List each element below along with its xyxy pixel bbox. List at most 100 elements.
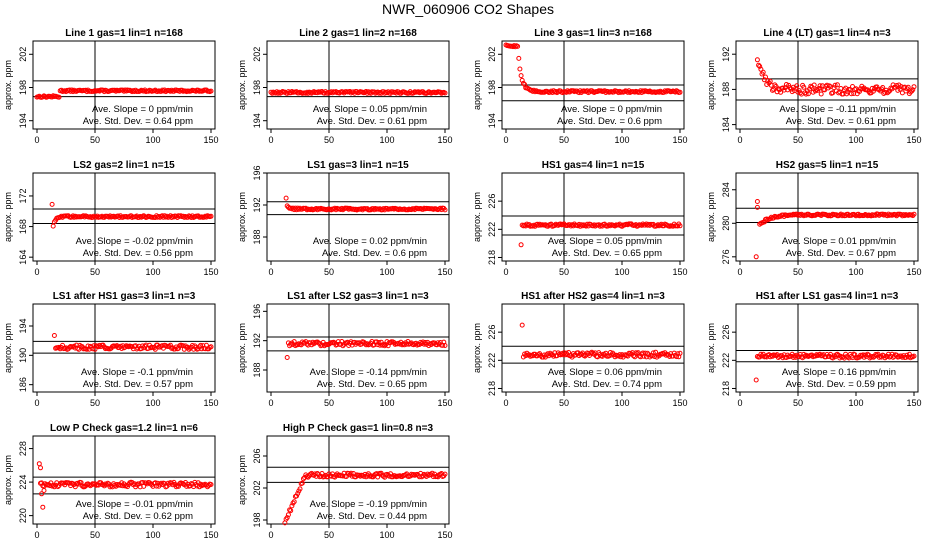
y-axis-label: approx. ppm [472, 60, 482, 110]
data-point [850, 84, 855, 89]
data-point [587, 353, 592, 358]
panel: HS1 after LS1 gas=4 lin=1 n=3 0 50 100 150 21… [706, 291, 922, 408]
data-point [674, 354, 679, 360]
x-tick-label: 150 [672, 398, 687, 408]
data-point [603, 350, 609, 356]
y-tick-label: 206 [252, 448, 262, 463]
slope-annotation: Ave. Slope = -0.02 ppm/min [76, 236, 193, 247]
y-axis-label: approx. ppm [706, 323, 716, 373]
y-tick-label: 226 [487, 194, 497, 209]
data-point [811, 82, 817, 88]
data-point [765, 78, 771, 83]
data-point [758, 66, 764, 72]
data-point [655, 222, 661, 228]
x-tick-label: 150 [437, 267, 452, 277]
y-tick-label: 218 [487, 381, 497, 396]
data-point [848, 212, 854, 218]
panel: LS1 after LS2 gas=3 lin=1 n=3 0 50 100 150 18… [237, 291, 453, 408]
x-tick-label: 150 [203, 135, 218, 145]
data-point [771, 86, 777, 92]
y-tick-label: 194 [487, 113, 497, 128]
data-point [442, 471, 448, 477]
panel-title: Line 4 (LT) gas=1 lin=4 n=3 [763, 28, 891, 39]
data-point [176, 345, 181, 351]
std-dev-annotation: Ave. Std. Dev. = 0.6 ppm [557, 116, 662, 127]
data-point [911, 84, 917, 90]
y-axis-label: approx. ppm [237, 60, 247, 110]
x-tick-label: 0 [737, 135, 742, 145]
y-tick-label: 284 [721, 182, 731, 197]
panel-title: LS1 gas=3 lin=1 n=15 [307, 160, 409, 171]
slope-annotation: Ave. Slope = -0.14 ppm/min [310, 367, 427, 378]
data-point [38, 465, 43, 471]
data-point [837, 212, 843, 218]
data-point [834, 351, 840, 357]
panel: Line 3 gas=1 lin=3 n=168 0 50 100 150 194 198 2… [472, 28, 688, 145]
data-point [374, 339, 380, 345]
x-tick-label: 50 [324, 135, 334, 145]
data-point [675, 89, 681, 94]
data-point [591, 222, 597, 228]
y-tick-label: 220 [18, 508, 28, 523]
y-tick-label: 198 [18, 80, 28, 95]
data-point [208, 213, 214, 219]
panel-title: HS2 gas=5 lin=1 n=15 [776, 160, 879, 171]
plot-frame [266, 172, 450, 262]
plot-frame [32, 303, 216, 393]
x-tick-label: 0 [268, 267, 273, 277]
data-point [761, 219, 767, 225]
slope-annotation: Ave. Slope = 0.02 ppm/min [313, 236, 427, 247]
data-point [301, 476, 306, 482]
panel: LS1 gas=3 lin=1 n=15 0 50 100 150 188 192 196 ap… [237, 160, 453, 277]
data-point [56, 94, 62, 100]
data-point [520, 80, 526, 86]
y-axis-label: approx. ppm [3, 192, 13, 242]
x-tick-label: 50 [90, 530, 100, 540]
panel: HS1 gas=4 lin=1 n=15 0 50 100 150 218 222 226 ap… [472, 160, 688, 277]
data-point [814, 87, 820, 92]
x-tick-label: 150 [906, 398, 921, 408]
data-point [376, 340, 382, 345]
plot-frame [266, 303, 450, 393]
y-tick-label: 192 [252, 333, 262, 348]
data-point [437, 89, 443, 95]
data-point [876, 354, 882, 360]
data-point [677, 89, 683, 95]
slope-annotation: Ave. Slope = 0 ppm/min [92, 104, 193, 115]
x-tick-label: 150 [203, 398, 218, 408]
panel-title: Low P Check gas=1.2 lin=1 n=6 [50, 423, 198, 434]
x-tick-label: 50 [793, 398, 803, 408]
data-point [36, 461, 42, 467]
slope-annotation: Ave. Slope = 0.05 ppm/min [548, 236, 662, 247]
panel-title: HS1 after LS1 gas=4 lin=1 n=3 [756, 291, 899, 302]
data-point [793, 85, 799, 91]
x-tick-label: 150 [437, 135, 452, 145]
x-tick-label: 50 [559, 267, 569, 277]
data-point [590, 350, 596, 356]
data-point [288, 341, 294, 347]
plot-frame [735, 303, 919, 393]
data-point [905, 84, 911, 90]
y-tick-label: 168 [18, 219, 28, 234]
x-tick-label: 150 [906, 135, 921, 145]
x-tick-label: 0 [268, 398, 273, 408]
data-point [852, 352, 858, 358]
plot-frame [266, 435, 450, 525]
x-tick-label: 0 [34, 267, 39, 277]
y-tick-label: 202 [487, 47, 497, 62]
y-tick-label: 276 [721, 249, 731, 264]
panel: Line 2 gas=1 lin=2 n=168 0 50 100 150 194 198 2… [237, 28, 453, 145]
std-dev-annotation: Ave. Std. Dev. = 0.65 ppm [317, 379, 427, 390]
x-tick-label: 50 [90, 267, 100, 277]
data-point [910, 87, 916, 93]
y-axis-label: approx. ppm [3, 323, 13, 373]
data-point [816, 86, 822, 91]
y-tick-label: 198 [252, 80, 262, 95]
x-tick-label: 100 [145, 398, 160, 408]
data-point [536, 352, 541, 358]
data-point [399, 342, 405, 348]
panel-title: HS1 gas=4 lin=1 n=15 [542, 160, 645, 171]
x-tick-label: 0 [503, 267, 508, 277]
data-point [848, 91, 854, 97]
y-tick-label: 194 [18, 318, 28, 333]
